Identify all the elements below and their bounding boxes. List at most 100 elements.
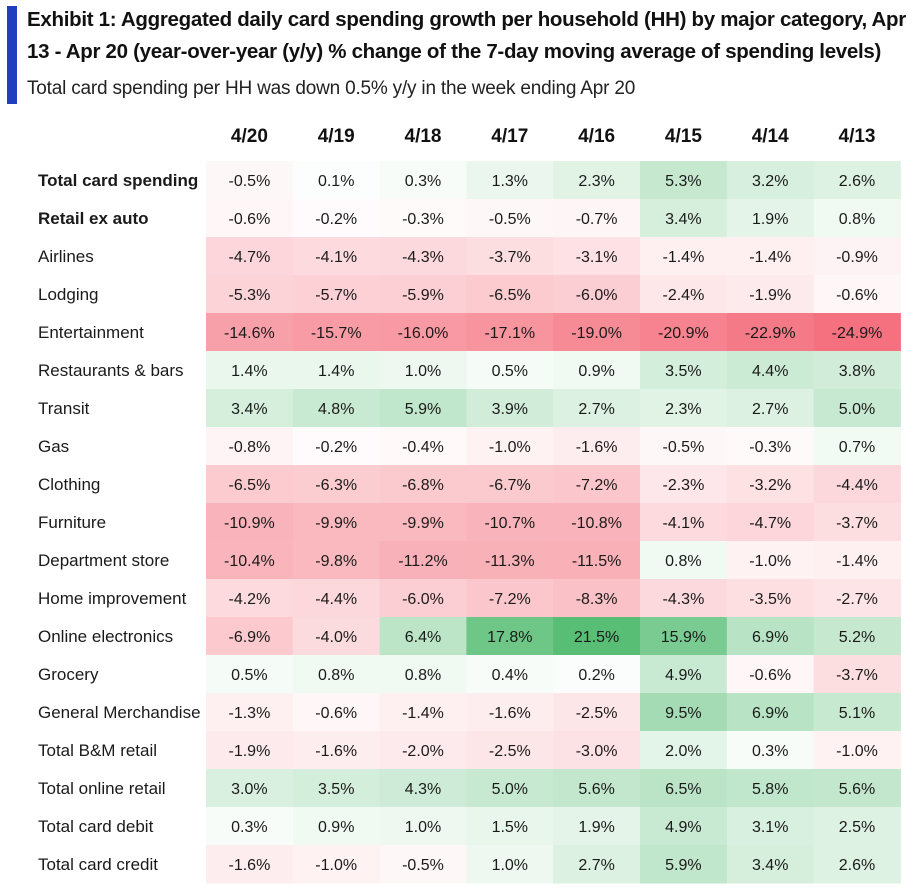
heatmap-cell	[379, 237, 467, 276]
cell-value: -6.5%	[229, 477, 271, 494]
cell-value: 2.7%	[752, 401, 788, 418]
cell-value: 0.8%	[405, 667, 441, 684]
cell-value: 1.0%	[405, 363, 441, 380]
cell-value: -0.5%	[663, 439, 705, 456]
heatmap-cell	[379, 503, 467, 542]
cell-value: -6.7%	[489, 477, 531, 494]
cell-value: 2.6%	[839, 857, 875, 874]
cell-value: -1.6%	[489, 705, 531, 722]
cell-value: 0.9%	[578, 363, 614, 380]
cell-value: -4.7%	[229, 249, 271, 266]
heatmap-cell	[292, 161, 381, 200]
cell-value: -2.3%	[663, 477, 705, 494]
heatmap-cell	[379, 655, 467, 694]
heatmap-cell	[553, 275, 641, 314]
cell-value: -5.7%	[315, 287, 357, 304]
cell-value: -1.0%	[315, 857, 357, 874]
heatmap-cell	[206, 161, 294, 200]
cell-value: -3.2%	[749, 477, 791, 494]
cell-value: 0.2%	[578, 667, 614, 684]
heatmap-cell	[640, 237, 728, 276]
cell-value: 0.9%	[318, 819, 354, 836]
heatmap-cell	[726, 313, 815, 352]
cell-value: -4.7%	[749, 515, 791, 532]
heatmap-cell	[726, 617, 815, 656]
heatmap-cell	[726, 237, 815, 276]
cell-value: -6.5%	[489, 287, 531, 304]
cell-value: -0.2%	[315, 439, 357, 456]
heatmap-cell	[813, 237, 901, 276]
heatmap-cell	[553, 237, 641, 276]
heatmap-cell	[466, 237, 554, 276]
heatmap-cell	[640, 313, 728, 352]
heatmap-cell	[553, 389, 641, 428]
heatmap-cell	[466, 731, 554, 770]
cell-value: 0.7%	[839, 439, 875, 456]
heatmap-cell	[640, 693, 728, 732]
row-label: Online electronics	[38, 627, 173, 646]
accent-bar	[7, 6, 17, 104]
heatmap-cell	[466, 161, 554, 200]
row-label: Total online retail	[38, 779, 166, 798]
heatmap-cell	[292, 199, 381, 238]
cell-value: 0.4%	[492, 667, 528, 684]
heatmap-cell	[813, 503, 901, 542]
cell-value: -1.9%	[749, 287, 791, 304]
heatmap-cell	[640, 579, 728, 618]
cell-value: -2.4%	[663, 287, 705, 304]
cell-value: 5.0%	[492, 781, 528, 798]
heatmap-cell	[466, 503, 554, 542]
cell-value: -1.0%	[836, 743, 878, 760]
cell-value: 3.9%	[492, 401, 528, 418]
cell-value: -9.9%	[315, 515, 357, 532]
heatmap-cell	[379, 541, 467, 580]
cell-value: -2.5%	[576, 705, 618, 722]
cell-value: -4.3%	[402, 249, 444, 266]
cell-value: 1.9%	[578, 819, 614, 836]
heatmap-cell	[379, 313, 467, 352]
heatmap-cell	[726, 351, 815, 390]
heatmap-cell	[292, 541, 381, 580]
cell-value: 17.8%	[487, 629, 532, 646]
cell-value: -15.7%	[311, 325, 362, 342]
heatmap-cell	[206, 579, 294, 618]
cell-value: 5.0%	[839, 401, 875, 418]
cell-value: 3.5%	[665, 363, 701, 380]
cell-value: -10.9%	[224, 515, 275, 532]
heatmap-cell	[640, 655, 728, 694]
heatmap-cell	[640, 541, 728, 580]
heatmap-cell	[813, 807, 901, 846]
heatmap-cell	[726, 579, 815, 618]
heatmap-cell	[640, 389, 728, 428]
cell-value: -4.0%	[315, 629, 357, 646]
heatmap-cell	[466, 465, 554, 504]
cell-value: -17.1%	[484, 325, 535, 342]
cell-value: 2.3%	[578, 173, 614, 190]
heatmap-cell	[726, 389, 815, 428]
heatmap-cell	[813, 427, 901, 466]
cell-value: 2.6%	[839, 173, 875, 190]
cell-value: -0.7%	[576, 211, 618, 228]
cell-value: 5.6%	[839, 781, 875, 798]
cell-value: -3.7%	[836, 667, 878, 684]
cell-value: -19.0%	[571, 325, 622, 342]
cell-value: 5.2%	[839, 629, 875, 646]
cell-value: -0.9%	[836, 249, 878, 266]
heatmap-cell	[292, 427, 381, 466]
cell-value: -1.6%	[576, 439, 618, 456]
heatmap-cell	[640, 465, 728, 504]
cell-value: -3.7%	[836, 515, 878, 532]
heatmap-cell	[206, 351, 294, 390]
heatmap-cell	[553, 199, 641, 238]
heatmap-cell	[292, 693, 381, 732]
heatmap-cell	[206, 693, 294, 732]
cell-value: 3.2%	[752, 173, 788, 190]
heatmap-cell	[813, 655, 901, 694]
heatmap-table: 4/20 4/19 4/18 4/17 4/16 4/15 4/14 4/13 Total ca…	[38, 126, 901, 884]
cell-value: -4.1%	[663, 515, 705, 532]
heatmap-cell	[466, 199, 554, 238]
cell-value: -1.0%	[489, 439, 531, 456]
heatmap-cell	[206, 503, 294, 542]
cell-value: 6.4%	[405, 629, 441, 646]
row-label: Department store	[38, 551, 169, 570]
